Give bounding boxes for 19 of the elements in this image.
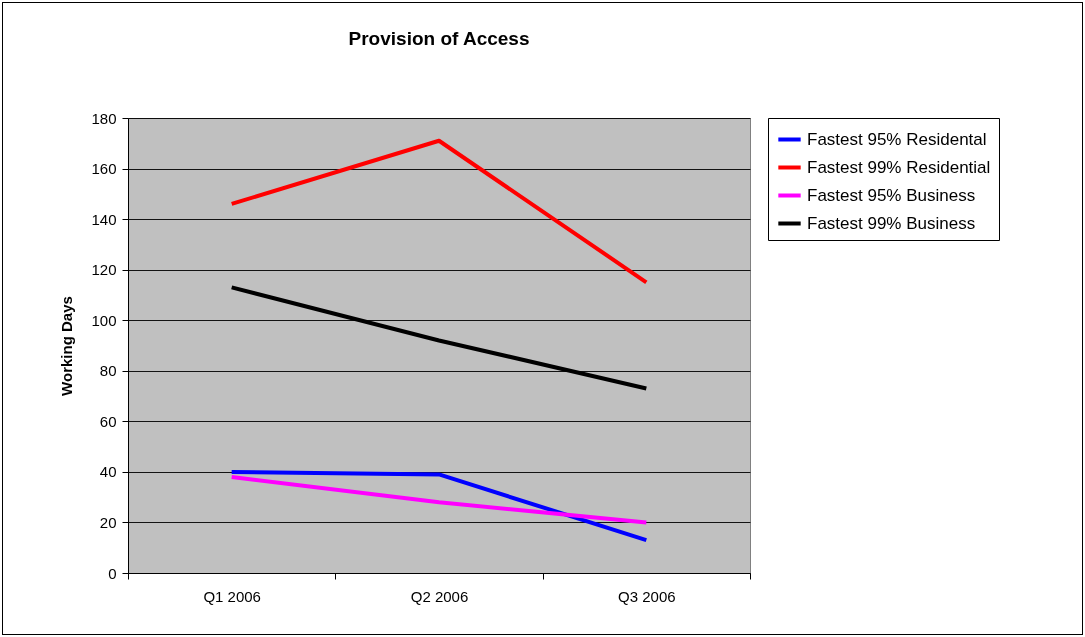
- x-tick-label: Q2 2006: [410, 587, 469, 605]
- legend-label: Fastest 95% Residental: [807, 129, 987, 149]
- y-tick-label: 100: [91, 311, 117, 329]
- x-tick-label: Q1 2006: [203, 587, 261, 605]
- y-tick-label: 160: [91, 160, 117, 178]
- y-axis-title: Working Days: [58, 296, 76, 396]
- x-tick-label: Q3 2006: [618, 587, 676, 605]
- y-tick-label: 120: [91, 261, 117, 279]
- y-tick-label: 40: [99, 463, 117, 481]
- y-tick-label: 180: [91, 109, 117, 127]
- y-tick-label: 20: [99, 513, 117, 531]
- y-tick-label: 140: [91, 210, 117, 228]
- y-tick-label: 60: [99, 412, 117, 430]
- legend-label: Fastest 99% Residential: [807, 157, 991, 177]
- legend-label: Fastest 99% Business: [807, 213, 976, 233]
- y-tick-label: 80: [99, 362, 117, 380]
- y-tick-label: 0: [108, 564, 117, 582]
- legend-label: Fastest 95% Business: [807, 185, 976, 205]
- chart-title: Provision of Access: [348, 28, 530, 49]
